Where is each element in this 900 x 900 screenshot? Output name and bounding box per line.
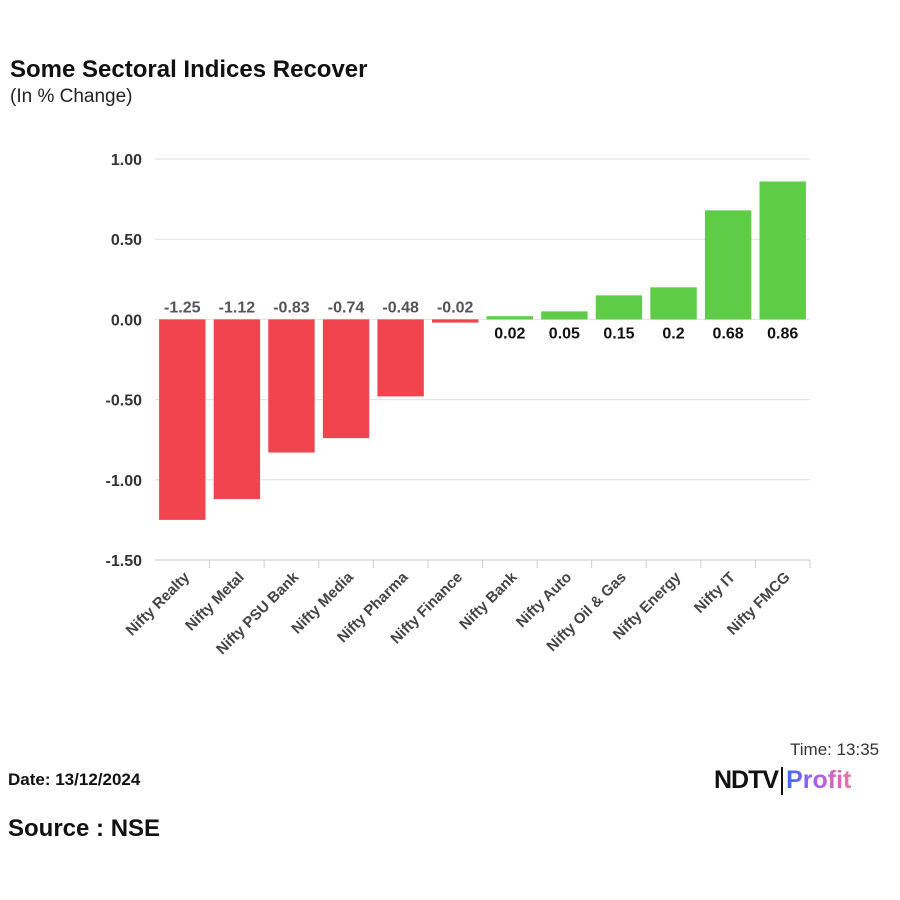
- data-label: -0.74: [328, 299, 365, 316]
- chart-title: Some Sectoral Indices Recover: [10, 56, 368, 83]
- bar: [377, 319, 424, 397]
- bar: [432, 319, 479, 323]
- data-label: 0.02: [494, 325, 525, 342]
- chart-subtitle: (In % Change): [10, 86, 133, 107]
- bar-chart: 1.00 0.50 0.00 -0.50 -1.00 -1.50 -1.25 Nifty Re…: [106, 152, 811, 658]
- bar: [159, 319, 206, 520]
- x-tick-label: Nifty Realty: [123, 568, 194, 639]
- data-label: -0.02: [437, 299, 474, 316]
- bar: [650, 287, 697, 320]
- x-tick-label: Nifty IT: [691, 569, 739, 617]
- data-label: 0.68: [713, 325, 744, 342]
- logo-divider: [781, 766, 784, 795]
- logo-ndtv: NDTV: [714, 766, 779, 794]
- data-label: -0.83: [273, 299, 310, 316]
- date-label: Date: 13/12/2024: [8, 770, 141, 789]
- data-label: -0.48: [382, 299, 419, 316]
- data-label: 0.15: [603, 325, 634, 342]
- y-tick-label: -0.50: [106, 393, 143, 410]
- bar: [268, 319, 315, 453]
- logo-profit: Profit: [786, 766, 852, 794]
- ndtv-profit-logo: NDTV Profit: [714, 766, 851, 795]
- y-tick-label: 0.50: [111, 232, 142, 249]
- x-tick-label: Nifty Bank: [456, 568, 521, 633]
- data-label: -1.12: [219, 299, 256, 316]
- bar: [704, 210, 752, 320]
- data-label: 0.05: [549, 325, 580, 342]
- bar: [213, 319, 261, 500]
- data-label: 0.86: [767, 325, 798, 342]
- bar: [595, 295, 643, 320]
- time-label: Time: 13:35: [790, 740, 880, 759]
- bar: [486, 316, 533, 320]
- y-tick-label: 1.00: [111, 152, 142, 169]
- y-tick-label: 0.00: [111, 312, 142, 329]
- y-tick-label: -1.00: [106, 473, 143, 490]
- data-label: 0.2: [662, 325, 684, 342]
- bar: [322, 319, 370, 439]
- bar: [541, 311, 588, 320]
- source-label: Source : NSE: [8, 815, 161, 842]
- y-tick-label: -1.50: [106, 553, 143, 570]
- bar: [759, 181, 806, 320]
- data-label: -1.25: [164, 299, 201, 316]
